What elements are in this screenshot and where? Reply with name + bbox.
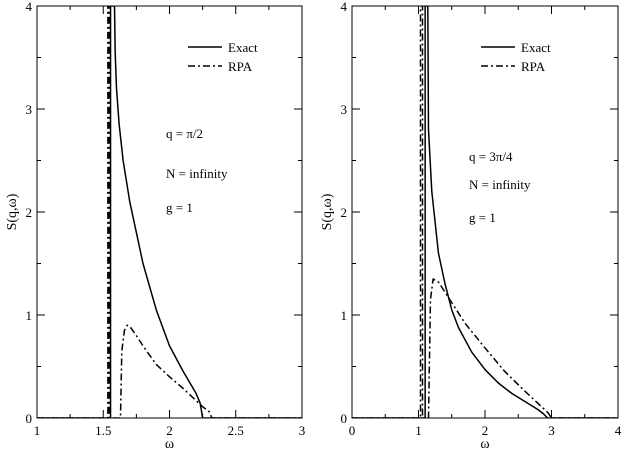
x-tick-label: 2.5 [228,423,244,438]
legend-label-exact: Exact [521,40,551,55]
series-line-rpa [37,6,302,418]
annotation-text: g = 1 [166,200,193,215]
x-axis-title: ω [480,437,489,451]
x-tick-label: 4 [615,423,622,438]
x-tick-label: 2 [482,423,489,438]
x-axis-title: ω [165,437,174,451]
y-tick-label: 2 [341,205,348,220]
annotation-text: N = infinity [469,177,531,192]
y-tick-label: 0 [26,411,33,426]
annotation-text: g = 1 [469,210,496,225]
annotation-text: q = 3π/4 [469,149,513,164]
annotation-text: N = infinity [166,166,228,181]
x-tick-label: 1 [415,423,422,438]
right-panel: 0 1 2 3 4 0 1 2 3 4 ω S(q,ω) Exact RPA q = 3π/4 N = inf… [320,0,622,451]
x-tick-label: 3 [548,423,555,438]
x-tick-label: 2 [166,423,173,438]
x-tick-label: 3 [299,423,306,438]
annotation-text: q = π/2 [166,126,203,141]
y-axis-title: S(q,ω) [320,193,335,230]
y-tick-label: 2 [26,205,33,220]
y-tick-label: 1 [341,308,348,323]
y-axis-title: S(q,ω) [5,193,20,230]
y-tick-label: 1 [26,308,33,323]
legend: Exact RPA [188,40,258,74]
x-tick-label: 1 [34,423,41,438]
y-tick-label: 3 [341,102,348,117]
legend-label-exact: Exact [228,40,258,55]
y-tick-label: 3 [26,102,33,117]
legend-label-rpa: RPA [228,59,253,74]
y-tick-label: 4 [341,0,348,14]
legend-label-rpa: RPA [521,59,546,74]
series-line-exact [352,6,618,418]
x-tick-label: 0 [349,423,356,438]
series-line-exact [37,6,302,418]
series-line-rpa [352,6,618,418]
legend: Exact RPA [481,40,551,74]
x-tick-label: 1.5 [95,423,111,438]
y-tick-label: 4 [26,0,33,14]
y-tick-label: 0 [341,411,348,426]
